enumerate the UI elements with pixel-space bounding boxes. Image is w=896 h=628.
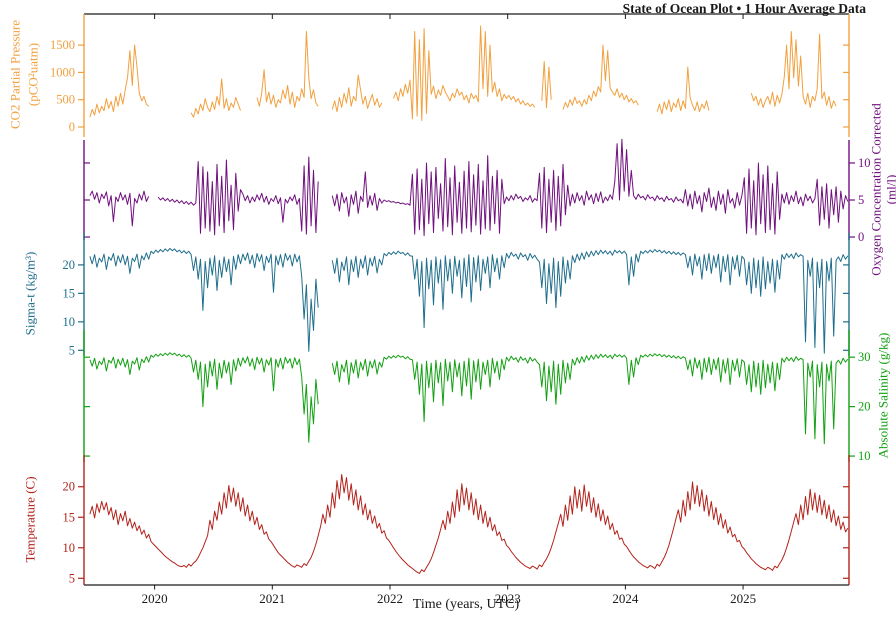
sigma_t-tick-label: 5	[69, 343, 75, 357]
x-tick-label: 2024	[612, 591, 639, 606]
x-tick-label: 2021	[259, 591, 285, 606]
x-tick-label: 2020	[142, 591, 168, 606]
oxygen-panel: 0 5 10	[83, 138, 871, 244]
plot-title: State of Ocean Plot • 1 Hour Average Dat…	[622, 1, 866, 16]
co2-panel: 0 500 1000 1500	[50, 14, 850, 137]
oxygen-series	[89, 138, 849, 237]
x-tick-label: 2023	[495, 591, 521, 606]
salinity-axis-label: Absolute Salinity (g/kg)	[875, 332, 891, 459]
sigma_t-series	[89, 247, 849, 354]
sigma_t-tick-label: 15	[63, 286, 76, 300]
temperature-axis-label: Temperature (C)	[22, 476, 38, 563]
oxygen-tick-label: 10	[858, 156, 871, 170]
temperature-series	[89, 474, 849, 574]
oxygen-tick-label: 0	[858, 230, 864, 244]
oxygen-tick-label: 5	[858, 193, 864, 207]
co2-series	[89, 25, 837, 121]
temperature-tick-label: 15	[63, 510, 76, 524]
x-tick-label: 2025	[730, 591, 756, 606]
salinity-panel: 10 20 30	[83, 330, 871, 463]
salinity-tick-label: 20	[858, 400, 871, 414]
sigma_t-tick-label: 10	[63, 315, 76, 329]
temperature-tick-label: 5	[69, 571, 75, 585]
co2-tick-label: 500	[56, 93, 75, 107]
salinity-tick-label: 30	[858, 350, 871, 364]
sigma_t-panel: 5 10 15 20	[63, 233, 850, 357]
co2-tick-label: 1000	[50, 65, 75, 79]
plot-frame: 2020 2021 2022 2023 2024 2025	[84, 13, 849, 606]
temperature-tick-label: 10	[63, 541, 76, 555]
salinity-series	[89, 352, 849, 445]
temperature-panel: 5 10 15 20	[63, 455, 850, 585]
x-tick-label: 2022	[377, 591, 403, 606]
co2-tick-label: 1500	[50, 38, 75, 52]
co2-tick-label: 0	[69, 120, 75, 134]
x-axis-label: Time (years, UTC)	[412, 597, 520, 612]
sigma_t-tick-label: 20	[63, 258, 76, 272]
temperature-tick-label: 20	[63, 480, 76, 494]
salinity-tick-label: 10	[858, 449, 871, 463]
